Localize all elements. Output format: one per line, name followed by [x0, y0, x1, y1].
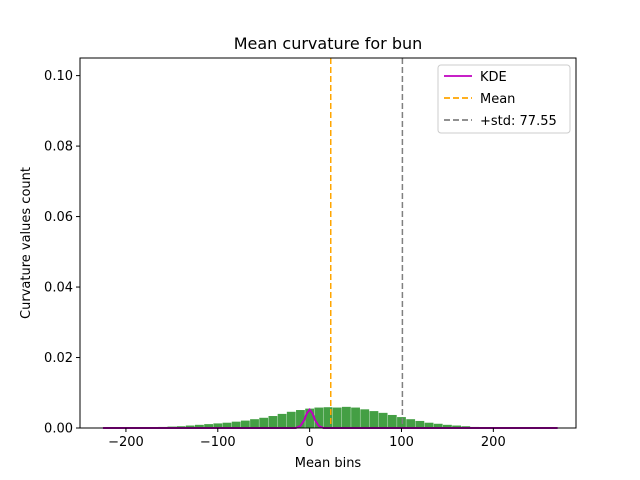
- legend: KDE Mean +std: 77.55: [437, 64, 571, 134]
- legend-label: +std: 77.55: [480, 114, 557, 129]
- histogram-bar: [406, 419, 416, 428]
- x-axis: −200 −100 0 100 200: [108, 428, 506, 450]
- histogram-bar: [250, 419, 259, 428]
- histogram-bars: [103, 406, 553, 428]
- histogram-bar: [378, 412, 388, 428]
- histogram-bar: [443, 424, 452, 428]
- histogram-bar: [323, 407, 333, 428]
- y-axis-label: Curvature values count: [19, 167, 34, 319]
- reference-lines: [330, 58, 404, 428]
- histogram-bar: [286, 411, 296, 428]
- kde-line: [102, 408, 558, 429]
- legend-box: [437, 64, 571, 134]
- plot-frame: [79, 57, 577, 429]
- y-tick-label: 0.06: [44, 210, 73, 225]
- y-tick-label: 0.08: [44, 140, 73, 155]
- histogram-bar: [222, 422, 232, 428]
- histogram-bar: [433, 423, 443, 428]
- histogram-bar: [369, 411, 379, 428]
- histogram-bar: [231, 421, 241, 428]
- histogram-bar: [332, 407, 342, 428]
- y-tick-label: 0.00: [44, 422, 73, 437]
- histogram-bar: [296, 410, 305, 428]
- x-tick-label: 0: [305, 435, 313, 450]
- x-tick-label: 100: [389, 435, 414, 450]
- histogram-bar: [213, 423, 223, 428]
- x-tick-label: −200: [108, 435, 144, 450]
- histogram-bar: [195, 424, 204, 428]
- y-tick-label: 0.10: [44, 69, 73, 84]
- histogram-bar: [351, 407, 360, 428]
- x-tick-label: 200: [481, 435, 506, 450]
- chart-title: Mean curvature for bun: [234, 34, 423, 53]
- y-tick-label: 0.04: [44, 281, 73, 296]
- histogram-bar: [387, 414, 397, 428]
- x-axis-label: Mean bins: [295, 456, 362, 471]
- histogram-bar: [452, 425, 461, 428]
- histogram-bar: [424, 422, 434, 428]
- histogram-bar: [277, 413, 287, 428]
- histogram-bar: [204, 424, 213, 428]
- histogram-bar: [185, 425, 195, 428]
- y-axis: 0.00 0.02 0.04 0.06 0.08 0.10: [44, 69, 80, 437]
- histogram-bar: [341, 406, 351, 428]
- histogram-bar: [360, 409, 370, 428]
- legend-label: Mean: [480, 92, 515, 107]
- legend-label: KDE: [480, 70, 507, 85]
- y-tick-label: 0.02: [44, 351, 73, 366]
- plot-area: [102, 58, 558, 429]
- histogram-bar: [397, 417, 406, 428]
- histogram-bar: [240, 420, 250, 428]
- histogram-bar: [259, 417, 269, 428]
- histogram-bar: [314, 407, 324, 428]
- histogram-bar: [268, 416, 278, 428]
- histogram-bar: [305, 408, 315, 428]
- x-tick-label: −100: [200, 435, 236, 450]
- histogram-bar: [415, 420, 425, 428]
